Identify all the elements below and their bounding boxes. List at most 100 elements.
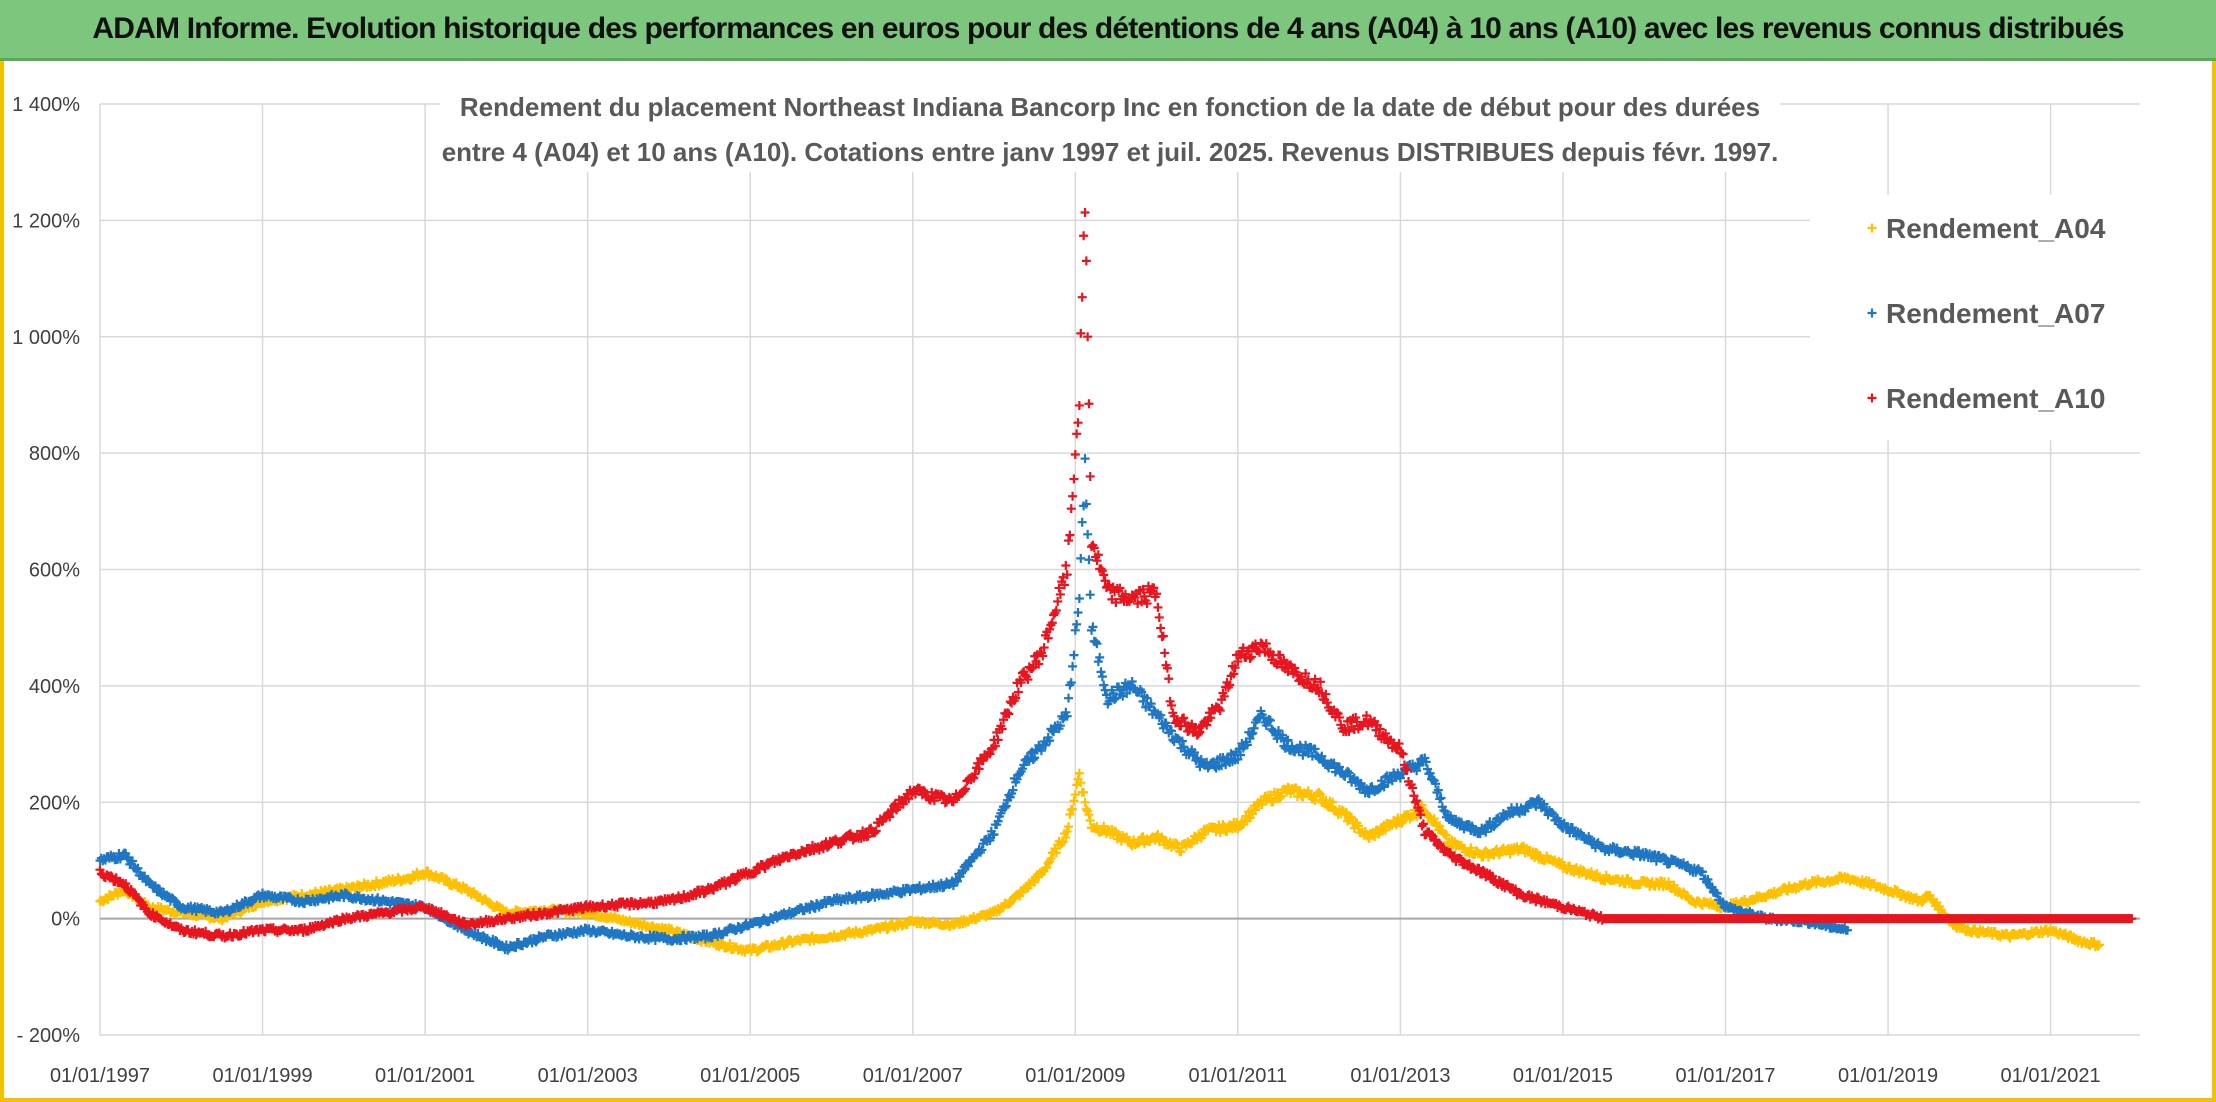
legend-label: Rendement_A04 [1886, 213, 2106, 244]
gridlines [99, 103, 2140, 1036]
data-point [1077, 292, 1087, 302]
data-point [1064, 536, 1074, 546]
x-tick-label: 01/01/2005 [700, 1065, 800, 1087]
data-point [1055, 721, 1065, 731]
data-point [1070, 449, 1080, 459]
data-point [1664, 877, 1674, 887]
series-rendement_a04 [95, 768, 2104, 957]
data-point [1095, 652, 1105, 662]
data-point [957, 868, 967, 878]
data-point [1097, 672, 1107, 682]
data-point [612, 902, 622, 912]
data-point [1250, 805, 1260, 815]
chart-title-line-1: Rendement du placement Northeast Indiana… [460, 92, 1760, 122]
data-point [1069, 650, 1079, 660]
y-tick-label: - 200% [17, 1025, 81, 1047]
data-point [989, 830, 999, 840]
data-point [1146, 699, 1156, 709]
data-point [1283, 735, 1293, 745]
data-point [1364, 834, 1374, 844]
y-tick-label: 1 200% [12, 210, 80, 232]
data-point [1084, 810, 1094, 820]
x-tick-label: 01/01/2001 [375, 1065, 475, 1087]
series-rendement_a07 [95, 454, 1852, 955]
data-point [1069, 796, 1079, 806]
data-point [1418, 819, 1428, 829]
data-point [1242, 740, 1252, 750]
data-point [1310, 795, 1320, 805]
data-point [1142, 693, 1152, 703]
data-point [1110, 694, 1120, 704]
data-point [1441, 830, 1451, 840]
data-point [2094, 940, 2104, 950]
data-point [121, 879, 131, 889]
x-tick-label: 01/01/2007 [863, 1065, 963, 1087]
data-point [1417, 821, 1427, 831]
data-point [1137, 687, 1147, 697]
data-point [1489, 822, 1499, 832]
data-point [1158, 631, 1168, 641]
data-point [1091, 637, 1101, 647]
data-point [1085, 815, 1095, 825]
data-point [1076, 778, 1086, 788]
data-point [1347, 813, 1357, 823]
data-point [1249, 723, 1259, 733]
data-point [1413, 759, 1423, 769]
data-point [1179, 742, 1189, 752]
data-point [1092, 639, 1102, 649]
data-point [1248, 728, 1258, 738]
data-point [1065, 810, 1075, 820]
data-point [1412, 766, 1422, 776]
data-point [1076, 553, 1086, 563]
data-point [1176, 847, 1186, 857]
data-point [1057, 838, 1067, 848]
data-point [1171, 838, 1181, 848]
data-point [1096, 667, 1106, 677]
data-point [1065, 530, 1075, 540]
data-point [1088, 622, 1098, 632]
data-point [1061, 560, 1071, 570]
data-point [1436, 793, 1446, 803]
y-tick-label: 200% [29, 792, 80, 814]
data-point [1080, 454, 1090, 464]
data-point [1177, 736, 1187, 746]
data-point [1122, 688, 1132, 698]
x-tick-label: 01/01/2011 [1189, 1065, 1288, 1087]
data-point [1310, 744, 1320, 754]
y-axis-ticks: - 200% 0% 200% 400% 600% 800% 1 000% 1 200% 1 40… [12, 94, 80, 1047]
data-point [1265, 715, 1275, 725]
data-point [1222, 827, 1232, 837]
data-point [1066, 678, 1076, 688]
data-point [1190, 747, 1199, 757]
data-point [1127, 677, 1137, 687]
data-point [1008, 785, 1018, 795]
data-point [1062, 827, 1072, 837]
data-point [1153, 602, 1163, 612]
data-point [725, 938, 735, 948]
data-point [1084, 399, 1094, 409]
data-point [1066, 504, 1076, 514]
data-point [1081, 256, 1091, 266]
data-point [1842, 925, 1852, 935]
data-point [1069, 474, 1079, 484]
chart-title-line-2: entre 4 (A04) et 10 ans (A10). Cotations… [442, 137, 1779, 167]
x-tick-label: 01/01/2019 [1838, 1065, 1938, 1087]
data-point [132, 865, 142, 875]
data-point [1099, 821, 1109, 831]
data-point [1073, 608, 1083, 618]
report-title: ADAM Informe. Evolution historique des p… [92, 12, 2124, 45]
data-point [1429, 814, 1439, 824]
series-rendement_a10 [95, 208, 2137, 943]
data-point [1707, 882, 1717, 892]
data-point [1015, 891, 1025, 901]
data-point [1074, 594, 1084, 604]
data-point [1164, 674, 1174, 684]
data-point [1431, 779, 1441, 789]
data-point [717, 937, 727, 947]
data-point [1058, 837, 1068, 847]
data-point [1080, 208, 1090, 218]
data-point [1074, 768, 1084, 778]
data-point [1036, 746, 1046, 756]
y-tick-label: 800% [29, 443, 80, 465]
data-point [1070, 625, 1080, 635]
